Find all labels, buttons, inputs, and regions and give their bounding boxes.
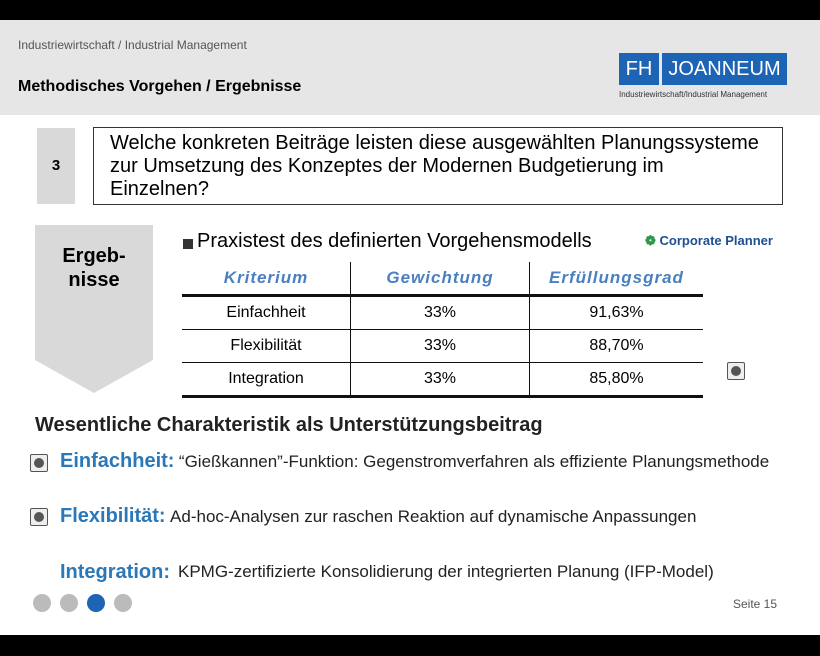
header-cell: Gewichtung (350, 262, 530, 296)
table-cell: Integration (182, 362, 351, 397)
bullet (183, 239, 193, 249)
item: Integration: KPMG-zertifizierte Konsolid… (60, 561, 785, 583)
table-row: Integration 33% 85,80% (182, 362, 703, 397)
item: Einfachheit: “Gießkannen”-Funktion: Gege… (60, 450, 780, 474)
bottom-bar (0, 635, 820, 656)
header-cell: Erfüllungsgrad (549, 268, 684, 287)
table-cell: 88,70% (589, 337, 644, 354)
nav-button[interactable] (87, 594, 105, 612)
info-icon[interactable] (30, 508, 48, 526)
top-bar (0, 0, 820, 20)
table-cell: 33% (350, 362, 530, 397)
table-cell: 33% (350, 329, 530, 363)
item: Flexibilität: Ad-hoc-Analysen zur rasche… (60, 505, 720, 529)
nav-button[interactable] (114, 594, 132, 612)
info-icon[interactable] (30, 454, 48, 472)
table-cell: 91,63% (589, 304, 644, 321)
logo-subtitle: Industriewirtschaft/Industrial Managemen… (619, 90, 768, 99)
table-cell: 85,80% (589, 370, 644, 387)
table-header: Kriterium Gewichtung Erfüllungsgrad (182, 262, 703, 296)
item-text: Ad-hoc-Analysen zur raschen Reaktion auf… (170, 507, 697, 526)
table-cell: Einfachheit (182, 295, 351, 330)
result-label-line: nisse (68, 269, 120, 291)
criteria-table: Kriterium Gewichtung Erfüllungsgrad Einf… (182, 262, 703, 398)
corporate-planner-logo: ❁ Corporate Planner (645, 233, 773, 248)
result-arrow (35, 225, 153, 393)
item-label: Einfachheit: (60, 450, 175, 472)
info-icon[interactable] (727, 362, 745, 380)
result-label: Ergeb- nisse (35, 244, 153, 292)
item-label: Integration: (60, 561, 170, 583)
header-cell: Kriterium (182, 262, 351, 296)
section-heading: Praxistest des definierten Vorgehensmode… (197, 230, 592, 252)
logo-fh: FH (619, 53, 659, 85)
page-number: Seite 15 (733, 597, 778, 611)
table-row: Einfachheit 33% 91,63% (182, 295, 703, 330)
question-number: 3 (37, 128, 75, 204)
nav-button[interactable] (33, 594, 51, 612)
table-row: Flexibilität 33% 88,70% (182, 329, 703, 363)
item-text: “Gießkannen”-Funktion: Gegenstromverfahr… (178, 452, 770, 471)
table-cell: Flexibilität (182, 329, 351, 363)
arrow-shape (35, 225, 153, 393)
slide-title: Methodisches Vorgehen / Ergebnisse (18, 78, 302, 95)
nav-button[interactable] (60, 594, 78, 612)
result-label-line: Ergeb- (62, 245, 126, 267)
table-cell: 33% (350, 295, 530, 330)
breadcrumb: Industriewirtschaft / Industrial Managem… (18, 38, 247, 52)
logo-text: Corporate Planner (659, 233, 773, 248)
logo-name: JOANNEUM (662, 53, 787, 85)
question-text: Welche konkreten Beiträge leisten diese … (93, 127, 783, 205)
item-label: Flexibilität: (60, 505, 166, 527)
subheading: Wesentliche Charakteristik als Unterstüt… (35, 414, 543, 436)
item-text: KPMG-zertifizierte Konsolidierung der in… (178, 562, 714, 581)
